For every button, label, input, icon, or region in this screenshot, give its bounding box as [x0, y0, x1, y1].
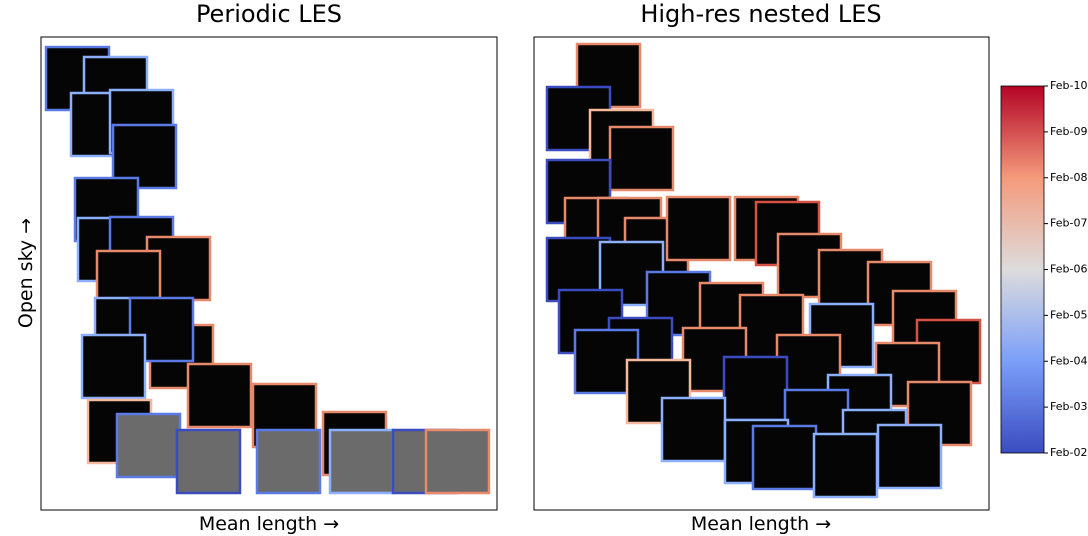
panel [46, 47, 489, 493]
colorbar-tick-label: Feb-05 [1050, 308, 1087, 321]
thumbnail [330, 430, 393, 493]
thumbnail [753, 426, 816, 489]
colorbar-ticks: Feb-02 Feb-03 Feb-04 Feb-05 Feb-06 Feb-07 Feb-… [1044, 79, 1087, 459]
panel-title: High-res nested LES [640, 0, 881, 28]
thumbnail [878, 425, 941, 488]
x-axis-label: Mean length → [691, 513, 831, 535]
colorbar-tick-label: Feb-04 [1050, 354, 1087, 367]
thumbnail [610, 127, 673, 190]
thumbnail [724, 357, 787, 420]
thumbnail [814, 434, 877, 497]
thumbnail [662, 398, 725, 461]
colorbar-tick-label: Feb-08 [1050, 171, 1087, 184]
colorbar-tick-label: Feb-03 [1050, 400, 1087, 413]
thumbnail [177, 430, 240, 493]
colorbar-tick-label: Feb-02 [1050, 446, 1087, 459]
thumbnail [257, 430, 320, 493]
panel-title: Periodic LES [196, 0, 342, 28]
thumbnail [188, 364, 251, 427]
thumbnail [426, 430, 489, 493]
colorbar-tick-label: Feb-09 [1050, 125, 1087, 138]
y-axis-label: Open sky → [15, 218, 37, 328]
thumbnail [82, 335, 145, 398]
colorbar [1001, 86, 1044, 453]
colorbar-tick-label: Feb-10 [1050, 79, 1087, 92]
colorbar-tick-label: Feb-07 [1050, 217, 1087, 230]
colorbar-tick-label: Feb-06 [1050, 263, 1087, 276]
x-axis-label: Mean length → [199, 513, 339, 535]
thumbnail [117, 414, 180, 477]
figure: Periodic LES High-res nested LES Mean le… [0, 0, 1088, 536]
thumbnail [667, 197, 730, 260]
panel [547, 44, 980, 497]
